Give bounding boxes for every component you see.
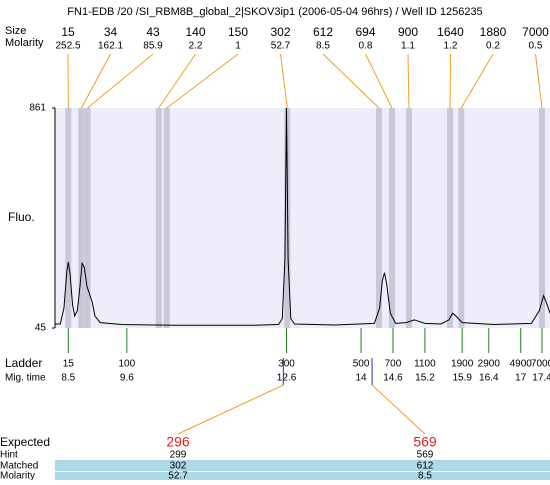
peak-molarity: 1 [235, 41, 241, 52]
peak-molarity: 162.1 [98, 41, 123, 52]
ladder-size: 2900 [478, 359, 501, 370]
molarity-row-label: Molarity [0, 471, 35, 480]
ladder-time: 12.6 [277, 373, 297, 384]
ladder-time: 17 [515, 373, 527, 384]
ladder-size: 7000 [531, 359, 550, 370]
ladder-time: 8.5 [61, 373, 75, 384]
ladder-size: 4900 [510, 359, 533, 370]
ladder-time: 14 [355, 373, 367, 384]
peak-size: 15 [61, 25, 75, 39]
size-label: Size [5, 25, 26, 37]
ladder-size: 700 [385, 359, 402, 370]
expected-size: 296 [166, 434, 190, 450]
peak-molarity: 85.9 [143, 41, 163, 52]
ladder-time: 15.9 [452, 373, 472, 384]
expected-size: 569 [413, 434, 437, 450]
expected-label: Expected [0, 435, 50, 449]
ladder-size: 100 [119, 359, 136, 370]
ladder-size: 1100 [414, 359, 436, 370]
hint-size: 299 [170, 450, 187, 461]
molarity-label: Molarity [5, 37, 44, 49]
peak-size: 1880 [480, 25, 507, 39]
y-tick-label: 45 [35, 323, 47, 334]
ladder-size: 300 [278, 359, 295, 370]
peak-molarity: 1.2 [444, 41, 458, 52]
peak-molarity: 252.5 [55, 41, 80, 52]
peak-band [164, 108, 170, 328]
title: FN1-EDB /20 /SI_RBM8B_global_2|SKOV3ip1 … [67, 6, 482, 18]
y-tick-label: 861 [29, 103, 46, 114]
ladder-time: 9.6 [120, 373, 134, 384]
peak-size: 7000 [522, 25, 549, 39]
peak-molarity: 52.7 [271, 41, 291, 52]
peak-size: 694 [355, 25, 375, 39]
hint-label: Hint [0, 450, 18, 461]
peak-band [65, 108, 71, 328]
matched-molarity: 52.7 [168, 471, 188, 480]
peak-band [447, 108, 453, 328]
ladder-size: 500 [353, 359, 370, 370]
peak-band [389, 108, 395, 328]
peak-size: 612 [313, 25, 333, 39]
molarity-band [55, 472, 550, 480]
peak-size: 43 [146, 25, 160, 39]
peak-molarity: 0.8 [359, 41, 373, 52]
peak-band [406, 108, 412, 328]
peak-molarity: 8.5 [316, 41, 330, 52]
peak-band [156, 108, 162, 328]
peak-molarity: 1.1 [401, 41, 415, 52]
ladder-time: 17.4 [532, 373, 550, 384]
matched-molarity: 8.5 [418, 471, 432, 480]
y-axis-label: Fluo. [8, 210, 35, 224]
ladder-label: Ladder [5, 356, 42, 370]
peak-band [458, 108, 464, 328]
peak-band [539, 108, 545, 328]
ladder-time: 16.4 [479, 373, 499, 384]
peak-size: 302 [270, 25, 290, 39]
matched-band [55, 460, 550, 471]
ladder-size: 1900 [451, 359, 474, 370]
plot-area [55, 108, 550, 328]
ladder-time: 15.2 [415, 373, 435, 384]
hint-size: 569 [417, 450, 434, 461]
peak-size: 34 [104, 25, 118, 39]
peak-molarity: 0.5 [529, 41, 543, 52]
ladder-size: 15 [63, 359, 75, 370]
mig-time-label: Mig. time [5, 373, 46, 384]
peak-size: 900 [398, 25, 418, 39]
peak-molarity: 0.2 [486, 41, 500, 52]
peak-size: 150 [228, 25, 248, 39]
peak-size: 1640 [437, 25, 464, 39]
peak-molarity: 2.2 [189, 41, 203, 52]
ladder-time: 14.6 [383, 373, 403, 384]
peak-size: 140 [185, 25, 205, 39]
